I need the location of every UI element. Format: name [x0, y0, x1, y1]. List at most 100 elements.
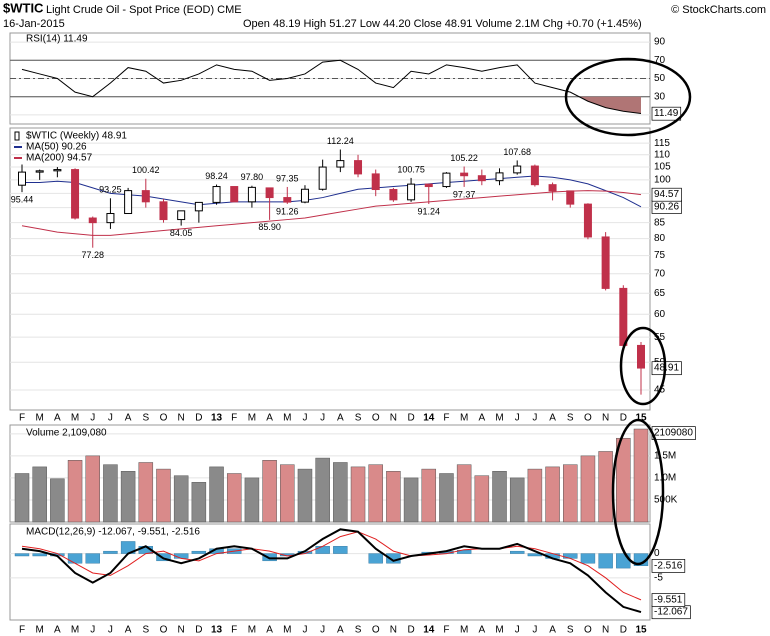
price-annotation: 100.42 [132, 165, 160, 175]
candle-body [300, 188, 309, 203]
candle-body [442, 172, 451, 188]
price-annotation: 95.44 [11, 195, 34, 205]
volume-bar [368, 464, 383, 523]
volume-bar [421, 468, 437, 523]
macd-histogram [85, 553, 100, 564]
volume-bar [226, 473, 242, 523]
x-tick-label: 13 [211, 625, 223, 636]
last-value-label: 94.57 [654, 189, 679, 200]
highlight-ellipse [619, 326, 667, 406]
volume-bar [456, 464, 472, 523]
volume-bar [333, 462, 348, 523]
volume-bar [492, 471, 507, 523]
x-tick-label: S [567, 413, 574, 424]
volume-bar [509, 477, 525, 523]
x-tick-label: 15 [635, 413, 647, 424]
candle-body [159, 201, 168, 221]
x-tick-label: A [549, 413, 556, 424]
candle-body [513, 165, 522, 174]
candle-body [124, 190, 133, 215]
x-tick-label: M [495, 413, 503, 424]
x-tick-label: N [178, 413, 185, 424]
candle-body [637, 344, 645, 369]
y-tick-label: 30 [654, 91, 666, 102]
x-tick-label: 14 [423, 625, 435, 636]
volume-bar [580, 455, 596, 523]
candle-body [283, 197, 292, 203]
candle-body [601, 236, 610, 289]
macd-histogram [563, 553, 578, 559]
x-tick-label: D [620, 413, 627, 424]
x-tick-label: O [584, 625, 592, 636]
x-tick-label: M [283, 625, 291, 636]
last-value-label: 48.91 [654, 363, 679, 374]
y-tick-label: 100 [654, 175, 671, 186]
x-tick-label: S [355, 625, 362, 636]
macd-line [21, 528, 642, 614]
x-tick-label: A [54, 413, 61, 424]
x-tick-label: A [337, 625, 344, 636]
macd-histogram [315, 546, 330, 554]
volume-bar [474, 475, 490, 523]
x-tick-label: D [407, 625, 414, 636]
candle-body [583, 203, 592, 238]
x-tick-label: N [178, 625, 185, 636]
macd-histogram [191, 550, 207, 554]
price-annotation: 91.26 [276, 206, 299, 216]
volume-bar [103, 464, 118, 523]
panel-title: RSI(14) 11.49 [26, 34, 88, 45]
volume-bar [616, 437, 631, 523]
x-tick-label: O [160, 625, 168, 636]
y-tick-label: 110 [654, 149, 670, 160]
x-tick-label: A [266, 625, 273, 636]
candle-body [71, 169, 80, 219]
last-value-label: -2.516 [654, 560, 683, 571]
volume-bar [386, 471, 401, 523]
last-value-label: 90.26 [654, 201, 679, 212]
x-tick-label: J [515, 625, 520, 636]
volume-bar [138, 462, 154, 523]
x-tick-label: S [142, 413, 149, 424]
volume-bar [50, 478, 65, 523]
x-tick-label: S [567, 625, 574, 636]
macd-histogram [103, 550, 118, 554]
macd-histogram [598, 553, 613, 569]
macd-histogram [67, 553, 83, 564]
volume-bar [598, 451, 613, 523]
price-annotation: 112.24 [327, 136, 354, 146]
instrument-name: Light Crude Oil - Spot Price (EOD) CME [46, 4, 242, 16]
x-tick-label: M [36, 413, 44, 424]
y-tick-label: 1.0M [654, 473, 676, 484]
x-tick-label: J [90, 625, 95, 636]
volume-bar [527, 468, 543, 523]
volume-bar [244, 477, 260, 523]
volume-bar [315, 457, 330, 523]
candle-body [230, 186, 239, 203]
x-tick-label: F [19, 625, 25, 636]
last-value-label: 2109080 [654, 428, 693, 439]
legend-label: MA(50) 90.26 [26, 142, 87, 153]
macd-panel [9, 523, 651, 621]
x-tick-label: M [460, 413, 468, 424]
macd-histogram [262, 553, 277, 562]
y-tick-label: 1.5M [654, 451, 676, 462]
x-tick-label: J [302, 413, 307, 424]
candle-body [141, 190, 150, 203]
x-tick-label: D [195, 413, 202, 424]
volume-bar [563, 464, 578, 523]
volume-bar [191, 482, 207, 523]
symbol: $WTIC [3, 0, 44, 15]
macd-histogram [616, 553, 631, 569]
price-annotation: 85.90 [258, 222, 281, 232]
candle-body [354, 160, 363, 175]
price-annotation: 100.75 [397, 164, 425, 174]
y-tick-label: 60 [654, 309, 666, 320]
candle-body [619, 287, 628, 346]
x-tick-label: S [355, 413, 362, 424]
x-tick-label: M [36, 625, 44, 636]
x-tick-label: D [407, 413, 414, 424]
x-tick-label: J [532, 625, 537, 636]
x-tick-label: M [495, 625, 503, 636]
x-tick-label: A [266, 413, 273, 424]
x-tick-label: 14 [423, 413, 435, 424]
